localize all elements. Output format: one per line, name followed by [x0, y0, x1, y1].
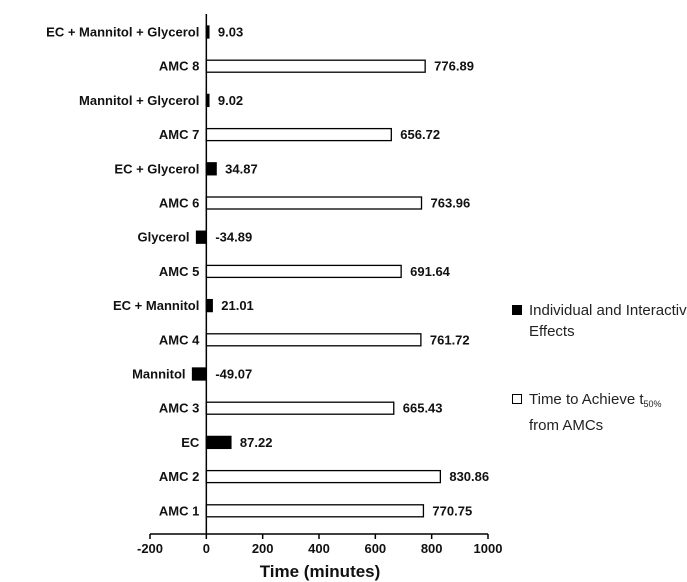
- category-label-1: AMC 8: [159, 59, 199, 74]
- x-tick-label-6: 1000: [474, 541, 503, 556]
- value-label-0: 9.03: [218, 25, 243, 40]
- category-label-0: EC + Mannitol + Glycerol: [46, 25, 199, 40]
- category-label-9: AMC 4: [159, 332, 200, 347]
- x-tick-label-0: -200: [137, 541, 163, 556]
- bars-layer: [191, 25, 442, 518]
- category-label-11: AMC 3: [159, 401, 199, 416]
- value-label-3: 656.72: [400, 127, 440, 142]
- value-label-2: 9.02: [218, 93, 243, 108]
- bar-13: [205, 469, 442, 484]
- value-label-9: 761.72: [430, 332, 470, 347]
- x-tick-label-2: 200: [252, 541, 274, 556]
- category-label-6: Glycerol: [137, 230, 189, 245]
- legend-swatch-filled: [512, 305, 522, 315]
- bar-14: [205, 504, 425, 518]
- x-tick-label-4: 600: [364, 541, 386, 556]
- value-label-7: 691.64: [410, 264, 451, 279]
- bar-11: [205, 401, 395, 415]
- category-label-7: AMC 5: [159, 264, 199, 279]
- category-label-8: EC + Mannitol: [113, 298, 199, 313]
- value-label-6: -34.89: [215, 230, 252, 245]
- x-tick-label-1: 0: [203, 541, 210, 556]
- value-label-11: 665.43: [403, 401, 443, 416]
- value-label-13: 830.86: [449, 469, 489, 484]
- category-label-5: AMC 6: [159, 196, 199, 211]
- category-labels: EC + Mannitol + Glycerol AMC 8 Mannitol + …: [46, 25, 200, 519]
- legend-label-amc: Time to Achieve t50% from AMCs: [529, 391, 662, 434]
- category-label-4: EC + Glycerol: [114, 161, 199, 176]
- category-label-14: AMC 1: [159, 503, 199, 518]
- value-label-10: -49.07: [215, 367, 252, 382]
- category-label-12: EC: [181, 435, 200, 450]
- category-label-10: Mannitol: [132, 367, 185, 382]
- category-label-2: Mannitol + Glycerol: [79, 93, 199, 108]
- value-label-5: 763.96: [431, 196, 471, 211]
- value-label-4: 34.87: [225, 161, 258, 176]
- x-axis-title: Time (minutes): [260, 562, 381, 581]
- category-label-3: AMC 7: [159, 127, 199, 142]
- x-axis: -200 0 200 400 600 800 1000: [137, 14, 502, 556]
- bar-4: [205, 162, 217, 176]
- legend-label-effects: Individual and Interactive Effects: [529, 302, 687, 340]
- bar-10: [191, 367, 207, 381]
- value-label-1: 776.89: [434, 59, 474, 74]
- legend-swatch-open: [512, 394, 522, 404]
- x-tick-label-5: 800: [421, 541, 443, 556]
- bar-7: [205, 264, 402, 279]
- bar-9: [205, 333, 422, 347]
- value-label-8: 21.01: [221, 298, 254, 313]
- value-labels: 9.03 776.89 9.02 656.72 34.87 763.96 -34.89 691…: [215, 25, 489, 519]
- x-tick-label-3: 400: [308, 541, 330, 556]
- bar-5: [205, 196, 423, 210]
- bar-3: [205, 127, 392, 142]
- value-label-14: 770.75: [432, 503, 472, 518]
- bar-1: [205, 59, 426, 73]
- value-label-12: 87.22: [240, 435, 273, 450]
- bar-12: [205, 435, 232, 450]
- bar-6: [195, 230, 207, 244]
- category-label-13: AMC 2: [159, 469, 199, 484]
- bar-8: [205, 298, 213, 313]
